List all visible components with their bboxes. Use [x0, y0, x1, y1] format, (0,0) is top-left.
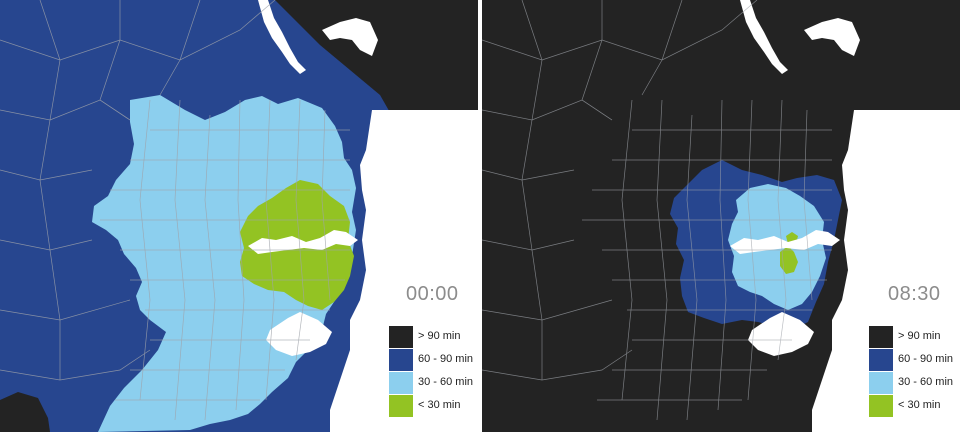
water-north-inlet — [740, 0, 788, 74]
water-ocean — [812, 110, 960, 432]
legend-swatch — [869, 326, 893, 348]
region-over-90 — [275, 0, 478, 300]
legend-swatch — [869, 372, 893, 394]
water-northern-bays — [322, 18, 378, 56]
legend-swatch — [389, 326, 413, 348]
water-harbour — [730, 230, 840, 254]
legend: > 90 min 60 - 90 min 30 - 60 min < 30 mi… — [389, 326, 478, 418]
legend-item: < 30 min — [869, 395, 960, 418]
legend-label: 60 - 90 min — [418, 353, 474, 365]
legend-item: < 30 min — [389, 395, 478, 418]
legend-swatch — [389, 349, 413, 371]
map-panel-morning: 08:30 > 90 min 60 - 90 min 30 - 60 min <… — [482, 0, 960, 432]
time-label: 00:00 — [406, 283, 459, 305]
water-harbour — [248, 230, 358, 254]
legend-item: 30 - 60 min — [869, 372, 960, 395]
legend-item: 60 - 90 min — [389, 349, 478, 372]
legend-label: < 30 min — [418, 399, 461, 411]
legend-label: > 90 min — [898, 330, 941, 342]
legend-label: 60 - 90 min — [898, 353, 954, 365]
legend-item: 60 - 90 min — [869, 349, 960, 372]
legend-label: 30 - 60 min — [898, 376, 954, 388]
legend: > 90 min 60 - 90 min 30 - 60 min < 30 mi… — [869, 326, 960, 418]
legend-swatch — [389, 395, 413, 417]
region-over-90-sw — [0, 392, 50, 432]
water-botany-bay — [266, 312, 332, 356]
water-botany-bay — [748, 312, 814, 356]
legend-swatch — [869, 395, 893, 417]
water-ocean — [330, 110, 478, 432]
legend-item: > 90 min — [389, 326, 478, 349]
legend-label: 30 - 60 min — [418, 376, 474, 388]
suburb-boundaries — [482, 0, 832, 421]
legend-label: < 30 min — [898, 399, 941, 411]
legend-item: 30 - 60 min — [389, 372, 478, 395]
map-panel-midnight: 00:00 > 90 min 60 - 90 min 30 - 60 min <… — [0, 0, 478, 432]
region-under-30 — [780, 246, 798, 274]
legend-swatch — [389, 372, 413, 394]
water-north-inlet — [258, 0, 306, 74]
suburb-boundaries — [0, 0, 350, 421]
time-label: 08:30 — [888, 283, 941, 305]
legend-item: > 90 min — [869, 326, 960, 349]
water-northern-bays — [804, 18, 860, 56]
travel-time-map — [0, 0, 478, 432]
legend-label: > 90 min — [418, 330, 461, 342]
legend-swatch — [869, 349, 893, 371]
